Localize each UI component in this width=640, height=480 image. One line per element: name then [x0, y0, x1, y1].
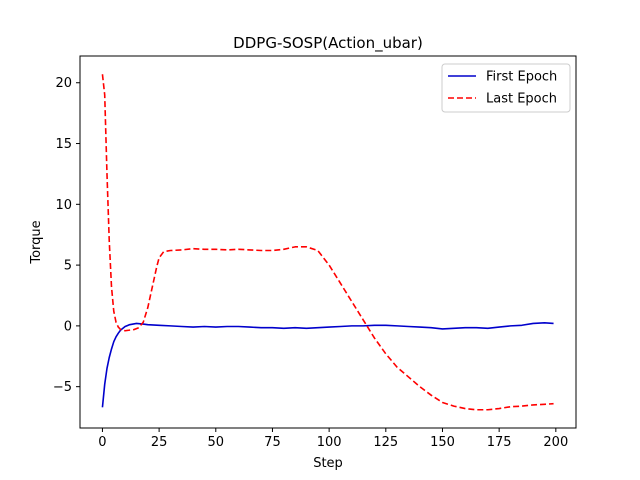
series-line-first-epoch	[101, 322, 554, 408]
x-tick-label: 100	[317, 435, 342, 450]
legend: First Epoch Last Epoch	[441, 63, 571, 113]
series-line-last-epoch	[101, 74, 554, 411]
y-tick-label: −5	[53, 380, 72, 395]
y-tick-label: 10	[55, 198, 72, 213]
x-tick-label: 25	[151, 435, 168, 450]
y-tick-label: 5	[64, 259, 72, 274]
x-tick-label: 175	[487, 435, 512, 450]
y-axis-label: Torque	[29, 220, 44, 264]
x-axis-label: Step	[313, 456, 343, 471]
x-tick-label: 125	[373, 435, 398, 450]
series-layer	[101, 74, 554, 411]
x-tick-label: 75	[264, 435, 281, 450]
x-tick-label: 200	[543, 435, 568, 450]
x-tick-label: 0	[98, 435, 106, 450]
y-tick-label: 15	[55, 137, 72, 152]
x-tick-label: 150	[430, 435, 455, 450]
x-tick-label: 50	[208, 435, 225, 450]
plot-frame	[79, 55, 577, 429]
legend-label: First Epoch	[486, 70, 557, 85]
y-tick-label: 20	[55, 76, 72, 91]
chart-title: DDPG-SOSP(Action_ubar)	[233, 34, 423, 53]
x-axis-ticks: 0 25 50 75 100 125 150 175 200	[98, 428, 568, 450]
legend-label: Last Epoch	[486, 92, 557, 107]
y-tick-label: 0	[64, 319, 72, 334]
y-axis-ticks: −5 0 5 10 15 20	[53, 76, 80, 395]
